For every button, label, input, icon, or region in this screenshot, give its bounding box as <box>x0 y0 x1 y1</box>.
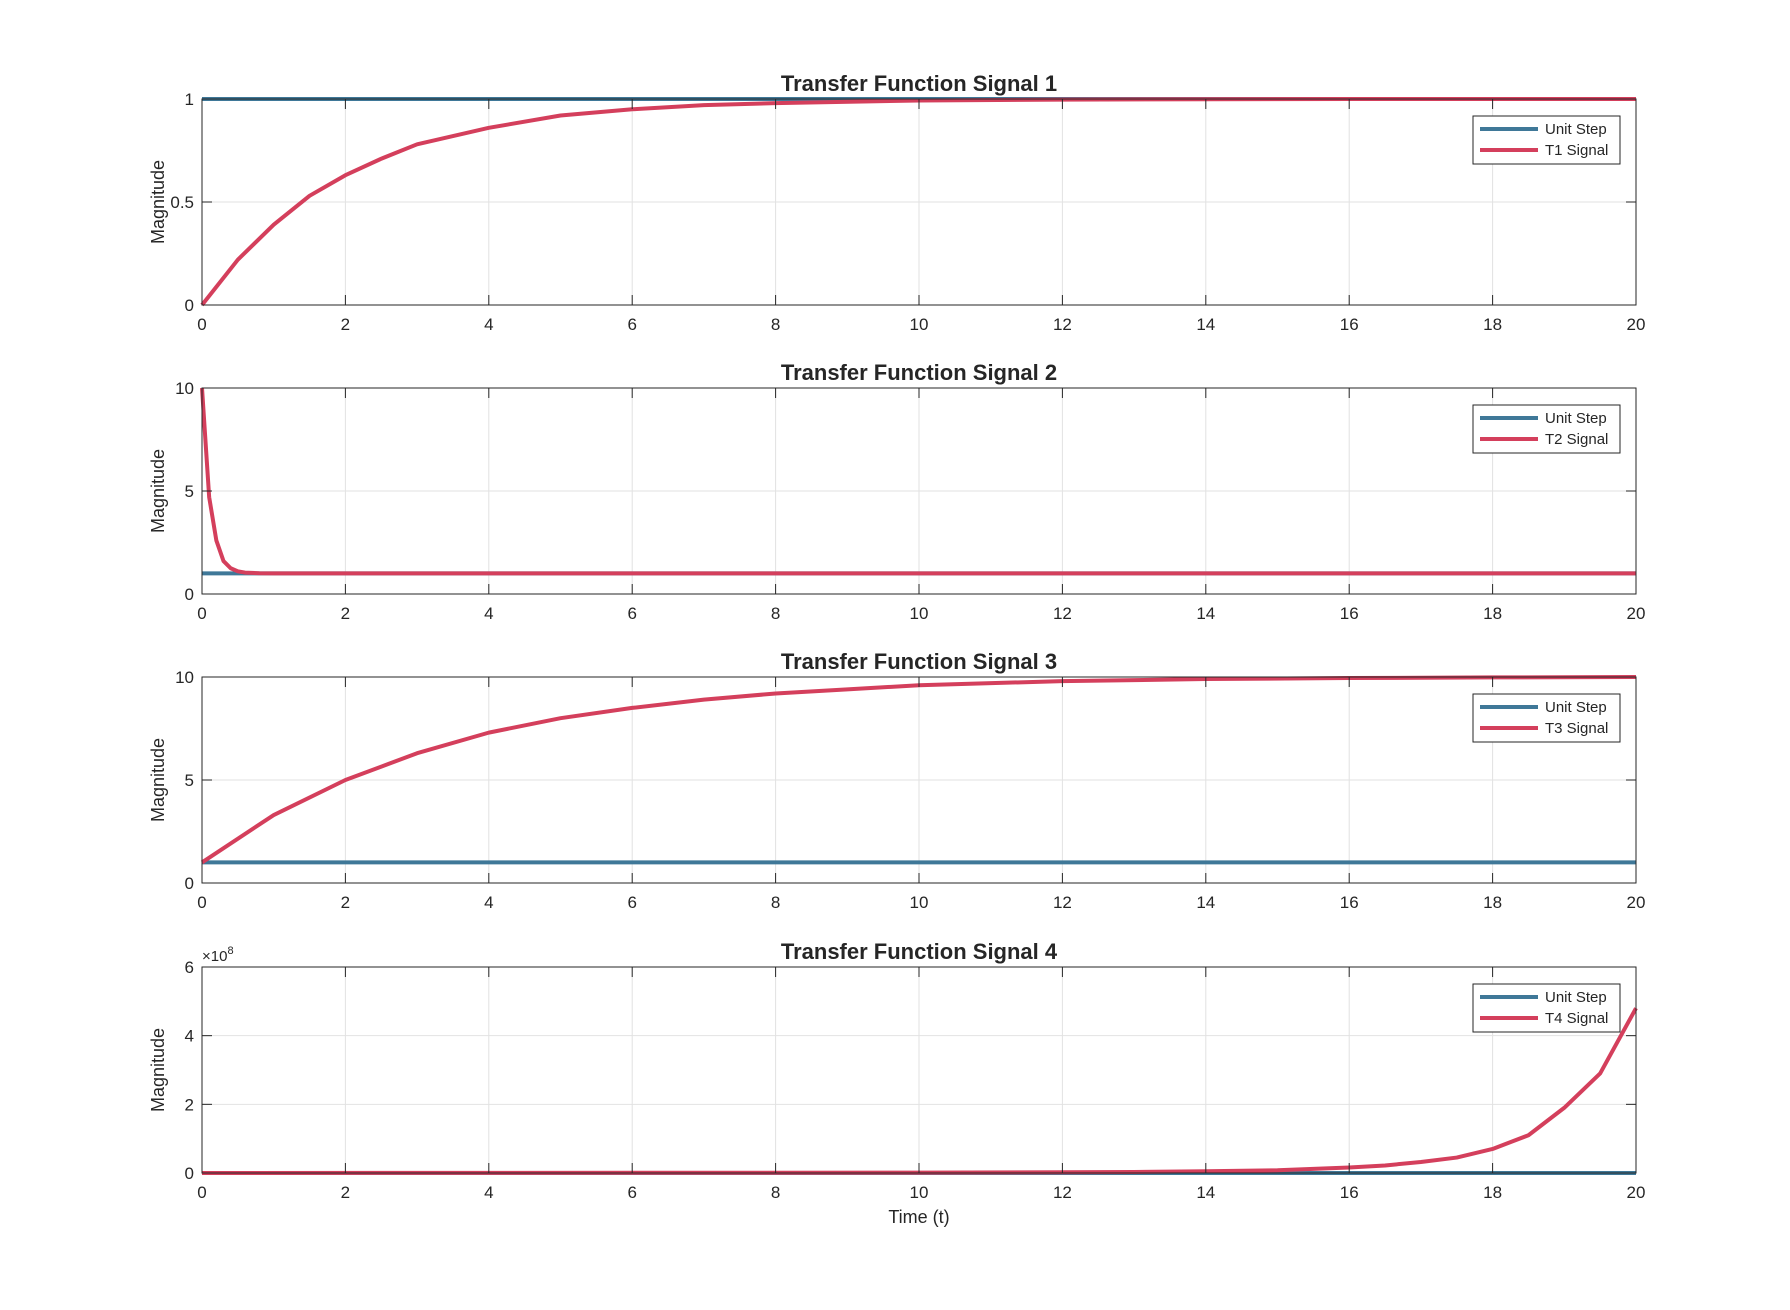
y-tick-label: 0.5 <box>170 193 194 212</box>
y-exponent-label: ×108 <box>202 945 234 965</box>
legend-label: T1 Signal <box>1545 142 1608 159</box>
subplot-title: Transfer Function Signal 3 <box>781 649 1057 674</box>
x-tick-label: 20 <box>1627 893 1646 912</box>
y-tick-label: 2 <box>185 1095 194 1114</box>
legend: Unit Step T2 Signal <box>1472 404 1621 454</box>
legend-label: Unit Step <box>1545 121 1607 138</box>
x-tick-label: 2 <box>341 604 350 623</box>
x-tick-label: 8 <box>771 893 780 912</box>
exponent-power: 8 <box>227 945 233 957</box>
x-tick-label: 14 <box>1196 893 1215 912</box>
x-tick-label: 2 <box>341 315 350 334</box>
x-tick-label: 0 <box>197 604 206 623</box>
subplot-1: 0 2 4 6 8 10 12 14 16 18 20 0 0.5 1 Transfer Function … <box>148 71 1645 334</box>
legend: Unit Step T3 Signal <box>1472 693 1621 743</box>
x-tick-label: 18 <box>1483 893 1502 912</box>
legend-box <box>1472 404 1621 454</box>
subplot-title: Transfer Function Signal 4 <box>781 939 1058 964</box>
x-tick-label: 6 <box>627 604 636 623</box>
x-tick-label: 6 <box>627 1183 636 1202</box>
x-tick-label: 6 <box>627 893 636 912</box>
y-tick-label: 0 <box>185 874 194 893</box>
x-tick-label: 16 <box>1340 604 1359 623</box>
y-tick-label: 4 <box>185 1027 194 1046</box>
x-tick-label: 12 <box>1053 315 1072 334</box>
x-tick-label: 8 <box>771 1183 780 1202</box>
x-tick-label: 12 <box>1053 1183 1072 1202</box>
x-tick-label: 0 <box>197 315 206 334</box>
x-tick-label: 4 <box>484 604 493 623</box>
y-axis-label: Magnitude <box>148 449 168 533</box>
legend-box <box>1472 983 1621 1033</box>
x-tick-label: 4 <box>484 1183 493 1202</box>
x-axis-label: Time (t) <box>888 1207 949 1227</box>
exponent-base: ×10 <box>202 948 227 965</box>
x-tick-label: 12 <box>1053 893 1072 912</box>
x-tick-label: 12 <box>1053 604 1072 623</box>
x-tick-label: 4 <box>484 315 493 334</box>
x-tick-label: 20 <box>1627 315 1646 334</box>
x-tick-label: 14 <box>1196 1183 1215 1202</box>
x-tick-label: 10 <box>910 604 929 623</box>
x-tick-label: 20 <box>1627 604 1646 623</box>
y-tick-label: 10 <box>175 668 194 687</box>
legend-label: Unit Step <box>1545 699 1607 716</box>
x-tick-label: 10 <box>910 315 929 334</box>
x-tick-label: 10 <box>910 893 929 912</box>
subplot-2: 0 2 4 6 8 10 12 14 16 18 20 0 5 10 Transfer Function S… <box>148 360 1645 623</box>
x-tick-label: 4 <box>484 893 493 912</box>
legend-label: Unit Step <box>1545 410 1607 427</box>
y-tick-label: 5 <box>185 771 194 790</box>
series-line-t3-signal <box>200 675 1637 865</box>
legend-label: Unit Step <box>1545 989 1607 1006</box>
x-tick-label: 8 <box>771 604 780 623</box>
series-line-t2-signal <box>200 387 1636 576</box>
x-tick-label: 20 <box>1627 1183 1646 1202</box>
x-tick-label: 8 <box>771 315 780 334</box>
x-tick-label: 16 <box>1340 1183 1359 1202</box>
y-tick-label: 0 <box>185 1164 194 1183</box>
x-tick-label: 2 <box>341 1183 350 1202</box>
x-tick-label: 16 <box>1340 893 1359 912</box>
series-line-t4-signal <box>201 1007 1638 1175</box>
x-tick-label: 18 <box>1483 604 1502 623</box>
legend: Unit Step T1 Signal <box>1472 115 1621 165</box>
legend-label: T4 Signal <box>1545 1010 1608 1027</box>
x-tick-label: 0 <box>197 893 206 912</box>
x-tick-label: 14 <box>1196 604 1215 623</box>
x-tick-label: 18 <box>1483 315 1502 334</box>
x-tick-label: 2 <box>341 893 350 912</box>
y-axis-label: Magnitude <box>148 160 168 244</box>
y-tick-label: 5 <box>185 482 194 501</box>
legend-label: T3 Signal <box>1545 720 1608 737</box>
subplot-title: Transfer Function Signal 1 <box>781 71 1057 96</box>
x-tick-label: 18 <box>1483 1183 1502 1202</box>
x-tick-label: 0 <box>197 1183 206 1202</box>
legend-box <box>1472 693 1621 743</box>
y-tick-label: 0 <box>185 585 194 604</box>
y-tick-label: 1 <box>185 90 194 109</box>
x-tick-label: 16 <box>1340 315 1359 334</box>
legend-label: T2 Signal <box>1545 431 1608 448</box>
legend: Unit Step T4 Signal <box>1472 983 1621 1033</box>
y-axis-label: Magnitude <box>148 1028 168 1112</box>
y-tick-label: 10 <box>175 379 194 398</box>
x-tick-label: 6 <box>627 315 636 334</box>
y-tick-label: 6 <box>185 958 194 977</box>
x-tick-label: 10 <box>910 1183 929 1202</box>
y-tick-label: 0 <box>185 296 194 315</box>
subplot-3: 0 2 4 6 8 10 12 14 16 18 20 0 5 10 Transfer Function S… <box>148 649 1645 912</box>
y-axis-label: Magnitude <box>148 738 168 822</box>
x-tick-label: 14 <box>1196 315 1215 334</box>
subplot-title: Transfer Function Signal 2 <box>781 360 1057 385</box>
legend-box <box>1472 115 1621 165</box>
